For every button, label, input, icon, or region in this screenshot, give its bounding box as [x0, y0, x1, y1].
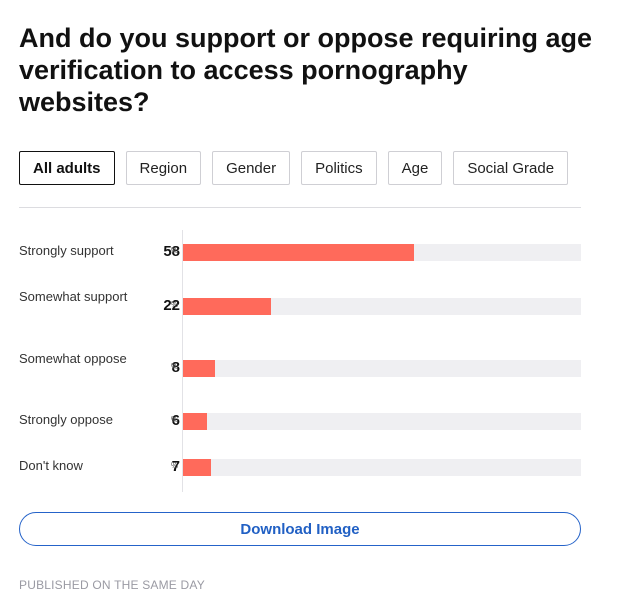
bar-track: [183, 413, 581, 430]
filter-tabs: All adults Region Gender Politics Age So…: [19, 151, 569, 185]
bar: [183, 459, 211, 476]
category-label: Somewhat support: [19, 289, 128, 304]
download-image-button[interactable]: Download Image: [19, 512, 581, 546]
bar: [183, 360, 215, 377]
bar-track: [183, 244, 581, 261]
category-label: Don't know: [19, 458, 83, 473]
tab-gender[interactable]: Gender: [212, 151, 291, 185]
bar-track: [183, 298, 581, 315]
value-label: 6: [171, 412, 180, 429]
bar: [183, 298, 271, 315]
unit-label: %: [171, 415, 179, 424]
tab-politics[interactable]: Politics: [301, 151, 377, 185]
value-label: 22: [163, 297, 180, 314]
axis-line: [182, 230, 183, 492]
chart-title: And do you support or oppose requiring a…: [19, 23, 592, 117]
bar: [183, 413, 207, 430]
value-label: 58: [163, 243, 180, 260]
tab-social-grade[interactable]: Social Grade: [453, 151, 569, 185]
category-label: Strongly support: [19, 243, 114, 258]
unit-label: %: [171, 246, 179, 255]
tab-age[interactable]: Age: [387, 151, 443, 185]
category-label: Somewhat oppose: [19, 351, 127, 366]
published-note: PUBLISHED ON THE SAME DAY: [19, 578, 205, 592]
tab-all-adults[interactable]: All adults: [19, 151, 115, 185]
tab-region[interactable]: Region: [125, 151, 202, 185]
value-label: 8: [171, 359, 180, 376]
unit-label: %: [171, 461, 179, 470]
divider: [19, 207, 581, 208]
value-label: 7: [171, 458, 180, 475]
bar: [183, 244, 414, 261]
bar-track: [183, 360, 581, 377]
bar-track: [183, 459, 581, 476]
unit-label: %: [171, 300, 179, 309]
unit-label: %: [171, 362, 179, 371]
category-label: Strongly oppose: [19, 412, 113, 427]
